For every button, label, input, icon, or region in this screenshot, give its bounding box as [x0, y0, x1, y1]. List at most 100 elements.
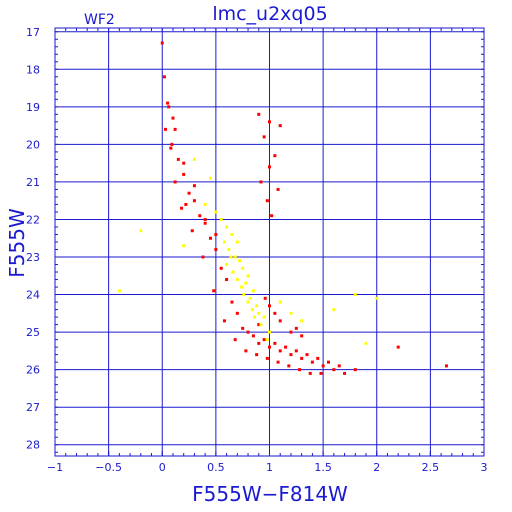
chart-title: lmc_u2xq05	[212, 3, 327, 25]
star-point	[139, 229, 143, 233]
star-point	[222, 240, 226, 244]
star-point	[289, 353, 293, 357]
y-tick-label: 21	[26, 176, 40, 189]
star-point	[203, 217, 207, 221]
star-point	[276, 360, 280, 364]
star-point	[250, 308, 254, 312]
star-point	[305, 353, 309, 357]
star-point	[248, 296, 252, 300]
star-point	[396, 345, 400, 349]
y-tick-label: 23	[26, 251, 40, 264]
y-tick-label: 27	[26, 401, 40, 414]
star-point	[300, 319, 304, 323]
star-point	[273, 341, 277, 345]
y-tick-label: 25	[26, 326, 40, 339]
star-point	[316, 356, 320, 360]
star-point	[244, 281, 248, 285]
star-point	[294, 326, 298, 330]
x-tick-label: 2.5	[422, 461, 440, 474]
x-tick-label: 3	[481, 461, 488, 474]
star-point	[287, 364, 291, 368]
star-point	[214, 232, 218, 236]
star-point	[192, 184, 196, 188]
star-point	[268, 120, 271, 124]
star-point	[265, 199, 269, 203]
star-point	[225, 278, 229, 282]
star-point	[268, 304, 271, 308]
star-point	[219, 266, 223, 270]
star-point	[242, 293, 246, 297]
star-point	[246, 330, 250, 334]
star-point	[294, 349, 298, 353]
x-tick-label: −1	[47, 461, 63, 474]
y-tick-label: 19	[26, 101, 40, 114]
star-point	[198, 214, 202, 218]
star-point	[209, 236, 213, 240]
star-point	[182, 161, 186, 165]
x-tick-label: 0.5	[207, 461, 225, 474]
star-point	[231, 270, 235, 274]
star-point	[265, 338, 269, 342]
star-point	[364, 341, 368, 345]
star-point	[241, 266, 245, 270]
star-point	[240, 285, 244, 289]
star-point	[182, 172, 186, 176]
star-point	[192, 157, 196, 161]
star-point	[170, 142, 174, 146]
star-point	[229, 255, 233, 259]
star-point	[278, 300, 282, 304]
star-point	[246, 274, 250, 278]
y-tick-label: 28	[26, 439, 40, 452]
star-point	[212, 289, 216, 293]
star-point	[203, 221, 207, 225]
x-tick-label: 0	[159, 461, 166, 474]
star-point	[225, 225, 229, 229]
star-point	[166, 101, 170, 105]
y-tick-label: 20	[26, 138, 40, 151]
star-point	[167, 105, 171, 109]
star-point	[262, 338, 266, 342]
star-point	[257, 311, 261, 315]
star-point	[184, 202, 188, 206]
star-point	[233, 338, 237, 342]
red-star-points	[160, 41, 448, 375]
star-point	[255, 304, 259, 308]
star-point	[262, 315, 266, 319]
star-point	[257, 323, 261, 327]
x-axis-label: F555W−F814W	[192, 482, 348, 506]
star-point	[326, 360, 330, 364]
star-point	[268, 330, 271, 334]
star-point	[169, 146, 173, 150]
star-point	[273, 154, 277, 158]
x-tick-label: 1.5	[314, 461, 332, 474]
star-point	[117, 289, 121, 293]
star-point	[235, 311, 239, 315]
star-point	[353, 293, 357, 297]
star-point	[219, 217, 223, 221]
star-point	[235, 278, 239, 282]
star-point	[284, 345, 288, 349]
star-point	[251, 334, 255, 338]
star-point	[171, 116, 175, 120]
star-point	[259, 180, 263, 184]
x-tick-label: 1	[266, 461, 273, 474]
y-tick-label: 22	[26, 213, 40, 226]
star-point	[321, 364, 325, 368]
star-point	[214, 210, 218, 214]
star-point	[289, 330, 293, 334]
star-point	[273, 311, 277, 315]
y-tick-label: 17	[26, 26, 40, 39]
star-point	[257, 112, 261, 116]
star-point	[187, 191, 191, 195]
star-point	[257, 341, 261, 345]
star-point	[262, 135, 266, 139]
star-point	[332, 368, 336, 372]
star-point	[310, 360, 314, 364]
star-point	[298, 368, 302, 372]
star-point	[209, 176, 213, 180]
star-point	[203, 202, 207, 206]
star-point	[201, 255, 205, 259]
star-point	[270, 214, 274, 218]
